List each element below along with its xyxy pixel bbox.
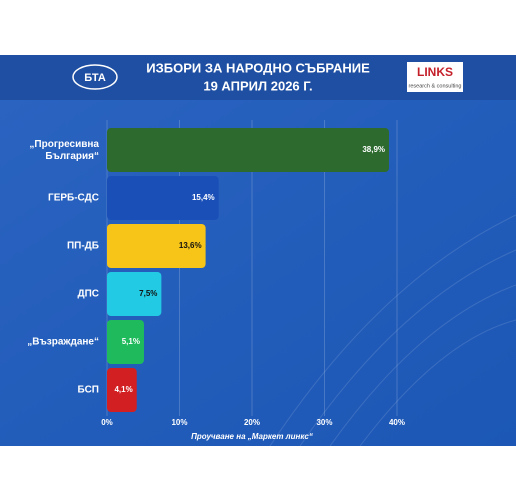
x-tick-label: 10% xyxy=(171,418,187,427)
bar xyxy=(107,128,390,172)
x-tick-label: 40% xyxy=(389,418,405,427)
bar xyxy=(107,368,137,412)
category-label: „Възраждане“ xyxy=(27,337,99,348)
category-label: ГЕРБ-СДС xyxy=(48,193,99,204)
logo-right: LINKS xyxy=(417,65,453,79)
source-note: Проучване на „Маркет линкс“ xyxy=(191,432,313,441)
logo-right-sub: research & consulting xyxy=(409,83,462,89)
category-label: ПП-ДБ xyxy=(67,241,99,252)
logo-left: БТА xyxy=(84,72,106,84)
value-label: 4,1% xyxy=(114,385,132,394)
category-label: ДПС xyxy=(77,289,99,300)
value-label: 7,5% xyxy=(139,289,157,298)
bar xyxy=(107,224,206,268)
category-label: „Прогресивна България“ xyxy=(29,139,99,162)
decor-lines xyxy=(269,214,516,447)
x-tick-label: 30% xyxy=(316,418,332,427)
value-label: 15,4% xyxy=(192,193,215,202)
logo-left-ring xyxy=(72,64,118,90)
bar xyxy=(107,320,144,364)
bar xyxy=(107,176,219,220)
x-tick-label: 0% xyxy=(101,418,113,427)
value-label: 13,6% xyxy=(179,241,202,250)
value-label: 38,9% xyxy=(362,145,385,154)
value-label: 5,1% xyxy=(122,337,140,346)
logo-right-box xyxy=(407,62,463,92)
x-tick-label: 20% xyxy=(244,418,260,427)
bar xyxy=(107,272,162,316)
chart-subtitle: 19 АПРИЛ 2026 Г. xyxy=(203,78,312,93)
category-label: БСП xyxy=(78,385,99,396)
chart-title: ИЗБОРИ ЗА НАРОДНО СЪБРАНИЕ xyxy=(146,60,370,75)
